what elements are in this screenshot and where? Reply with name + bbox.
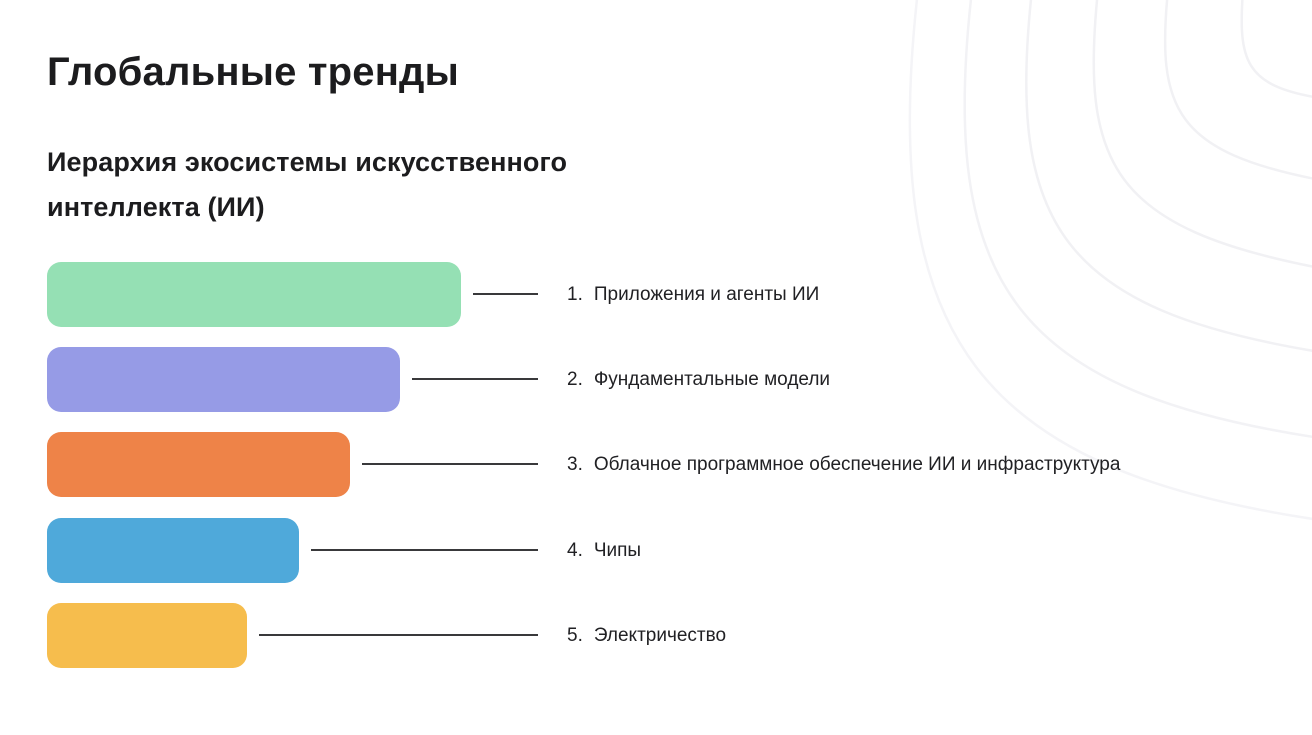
connector-line-3 (362, 463, 538, 465)
level-bar-1 (47, 262, 461, 327)
level-number: 2. (567, 368, 583, 390)
level-bar-3 (47, 432, 350, 497)
level-bar-4 (47, 518, 299, 583)
level-label-4: 4. Чипы (567, 518, 641, 583)
chart-subtitle-line2: интеллекта (ИИ) (47, 192, 265, 222)
level-label-2: 2. Фундаментальные модели (567, 347, 830, 412)
hierarchy-row-4: 4. Чипы (47, 518, 1277, 583)
connector-line-2 (412, 378, 538, 380)
chart-subtitle: Иерархия экосистемы искусственного интел… (47, 140, 567, 230)
level-label-5: 5. Электричество (567, 603, 726, 668)
level-bar-5 (47, 603, 247, 668)
level-text: Облачное программное обеспечение ИИ и ин… (593, 453, 1121, 475)
level-number: 1. (567, 283, 583, 305)
hierarchy-row-1: 1. Приложения и агенты ИИ (47, 262, 1277, 327)
chart-subtitle-line1: Иерархия экосистемы искусственного (47, 147, 568, 177)
level-text: Чипы (593, 539, 642, 561)
hierarchy-row-5: 5. Электричество (47, 603, 1277, 668)
connector-line-4 (311, 549, 538, 551)
connector-line-5 (259, 634, 538, 636)
level-label-1: 1. Приложения и агенты ИИ (567, 262, 819, 327)
hierarchy-bars: 1. Приложения и агенты ИИ 2. Фундаментал… (47, 262, 1277, 672)
hierarchy-row-2: 2. Фундаментальные модели (47, 347, 1277, 412)
level-number: 3. (567, 453, 583, 475)
level-text: Фундаментальные модели (593, 368, 831, 390)
level-number: 5. (567, 624, 583, 646)
connector-line-1 (473, 293, 538, 295)
page-title: Глобальные тренды (47, 50, 460, 94)
hierarchy-row-3: 3. Облачное программное обеспечение ИИ и… (47, 432, 1277, 497)
level-text: Приложения и агенты ИИ (593, 283, 820, 305)
level-label-3: 3. Облачное программное обеспечение ИИ и… (567, 432, 1120, 497)
level-text: Электричество (593, 624, 727, 646)
level-bar-2 (47, 347, 400, 412)
level-number: 4. (567, 539, 583, 561)
